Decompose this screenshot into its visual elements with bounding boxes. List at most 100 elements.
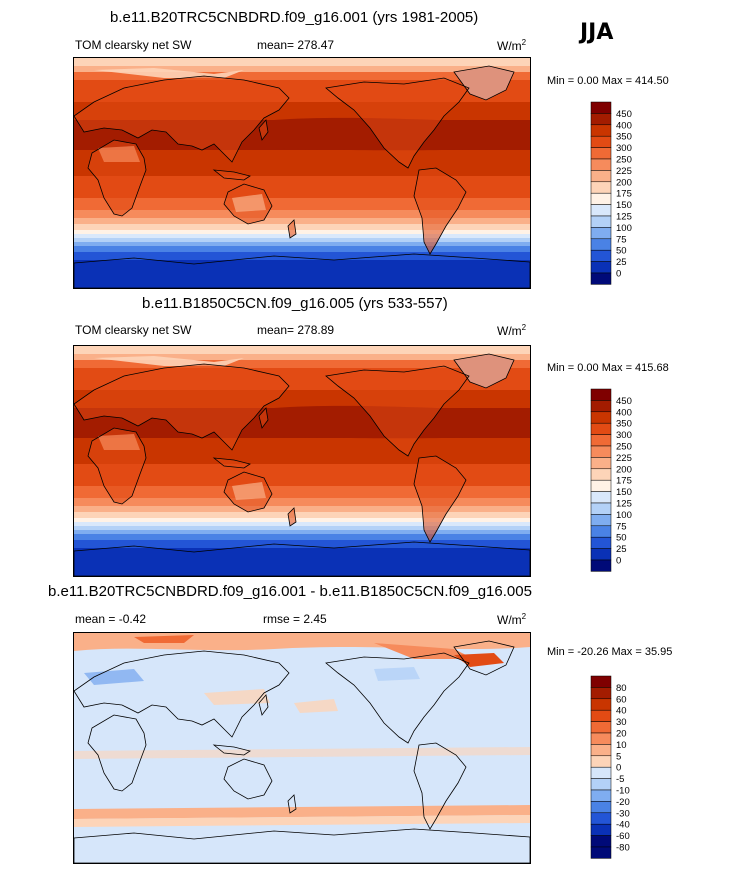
coastline (212, 457, 251, 469)
coastline (287, 794, 297, 814)
colorbar-swatch (590, 400, 612, 413)
colorbar-swatch (590, 687, 612, 700)
colorbar-swatch (590, 846, 612, 859)
colorbar-tick-label: 50 (616, 246, 627, 257)
colorbar-swatch (590, 215, 612, 228)
colorbar-swatch (590, 698, 612, 711)
colorbar-tick-label: 450 (616, 109, 632, 120)
colorbar-tick-label: 300 (616, 430, 632, 441)
map-band (74, 218, 530, 224)
coastline (287, 507, 297, 527)
map-band (74, 246, 530, 252)
colorbar-swatch (590, 502, 612, 515)
colorbar-swatch (590, 135, 612, 148)
coastline (87, 427, 147, 505)
map-band (74, 530, 530, 534)
coastline (413, 455, 467, 543)
coastline (258, 119, 269, 141)
colorbar-tick-label: 10 (616, 740, 627, 751)
colorbar-swatch (590, 272, 612, 285)
map-band (74, 512, 530, 518)
coastline (74, 253, 530, 288)
colorbar-swatch (590, 548, 612, 561)
colorbar-tick-label: 20 (616, 729, 627, 740)
panel2-mean: mean= 278.89 (257, 323, 335, 337)
coastline (223, 758, 273, 800)
colorbar-tick-label: 0 (616, 269, 621, 280)
map-band (74, 72, 530, 80)
map-band (74, 242, 530, 246)
map-band (74, 518, 530, 522)
colorbar-tick-label: 125 (616, 212, 632, 223)
panel3-mean: mean = -0.42 (75, 612, 147, 626)
map-band (74, 346, 530, 354)
colorbar-tick-label: 225 (616, 166, 632, 177)
panel1-title: b.e11.B20TRC5CNBDRD.f09_g16.001 (yrs 198… (110, 9, 479, 26)
colorbar-tick-label: 225 (616, 453, 632, 464)
panel3-rmse: rmse = 2.45 (263, 612, 327, 626)
season-label: JJA (580, 20, 614, 45)
colorbar-swatch (590, 536, 612, 549)
colorbar-swatch (590, 204, 612, 217)
colorbar-swatch (590, 514, 612, 527)
colorbar-swatch (590, 434, 612, 447)
panel1-units: W/m2 (497, 38, 527, 53)
colorbar-swatch (590, 170, 612, 183)
colorbar-swatch (590, 744, 612, 757)
coastline (223, 183, 273, 225)
colorbar-tick-label: 5 (616, 751, 621, 762)
colorbar-swatch (590, 181, 612, 194)
map-band (74, 150, 530, 176)
panel3-minmax: Min = -20.26 Max = 35.95 (547, 646, 673, 658)
map-band (74, 260, 530, 288)
map-band (74, 506, 530, 512)
colorbar-swatch (590, 238, 612, 251)
colorbar-swatch (590, 411, 612, 424)
colorbar-swatch (590, 755, 612, 768)
coastline (325, 365, 470, 457)
colorbar-swatch (590, 823, 612, 836)
colorbar-tick-label: 200 (616, 464, 632, 475)
colorbar-tick-label: 0 (616, 763, 621, 774)
coastline (325, 652, 470, 744)
colorbar-swatch (590, 778, 612, 791)
coastline (453, 640, 515, 676)
colorbar-tick-label: 75 (616, 234, 627, 245)
colorbar-swatch (590, 479, 612, 492)
colorbar-swatch (590, 422, 612, 435)
coastline (212, 744, 251, 756)
colorbar-tick-label: 175 (616, 189, 632, 200)
colorbar-swatch (590, 525, 612, 538)
colorbar-swatch (590, 147, 612, 160)
coastline (258, 407, 269, 429)
colorbar-tick-label: 250 (616, 155, 632, 166)
colorbar-tick-label: 40 (616, 706, 627, 717)
colorbar-swatch (590, 491, 612, 504)
panel3-units: W/m2 (497, 612, 527, 627)
colorbar-tick-label: -60 (616, 831, 630, 842)
colorbar-tick-label: 350 (616, 419, 632, 430)
colorbar-tick-label: 150 (616, 487, 632, 498)
coastline (74, 828, 530, 863)
colorbar-tick-label: 30 (616, 717, 627, 728)
map-band (74, 534, 530, 540)
colorbar-swatch (590, 113, 612, 126)
coastline (212, 169, 251, 181)
colorbar-tick-label: 300 (616, 143, 632, 154)
colorbar-tick-label: 100 (616, 223, 632, 234)
colorbar-tick-label: 60 (616, 694, 627, 705)
colorbar-tick-label: 400 (616, 407, 632, 418)
colorbar-tick-label: 400 (616, 120, 632, 131)
panel2-units: W/m2 (497, 323, 527, 338)
panel3-colorbar: 80 60 40 30 20 10 5 0 -5 -10 -20 -30 -40 -60 -80 (590, 675, 670, 860)
panel2-colorbar: 450 400 350 300 250 225 200 175 150 125 100 75 50 25 0 (590, 388, 670, 573)
panel3-map (73, 632, 531, 864)
colorbar-swatch (590, 766, 612, 779)
colorbar-tick-label: 0 (616, 556, 621, 567)
map-band (74, 66, 530, 72)
colorbar-swatch (590, 801, 612, 814)
coastline (74, 363, 290, 451)
panel1-colorbar: 450 400 350 300 250 225 200 175 150 125 100 75 50 25 0 (590, 101, 670, 286)
colorbar-tick-label: 25 (616, 257, 627, 268)
colorbar-swatch (590, 249, 612, 262)
